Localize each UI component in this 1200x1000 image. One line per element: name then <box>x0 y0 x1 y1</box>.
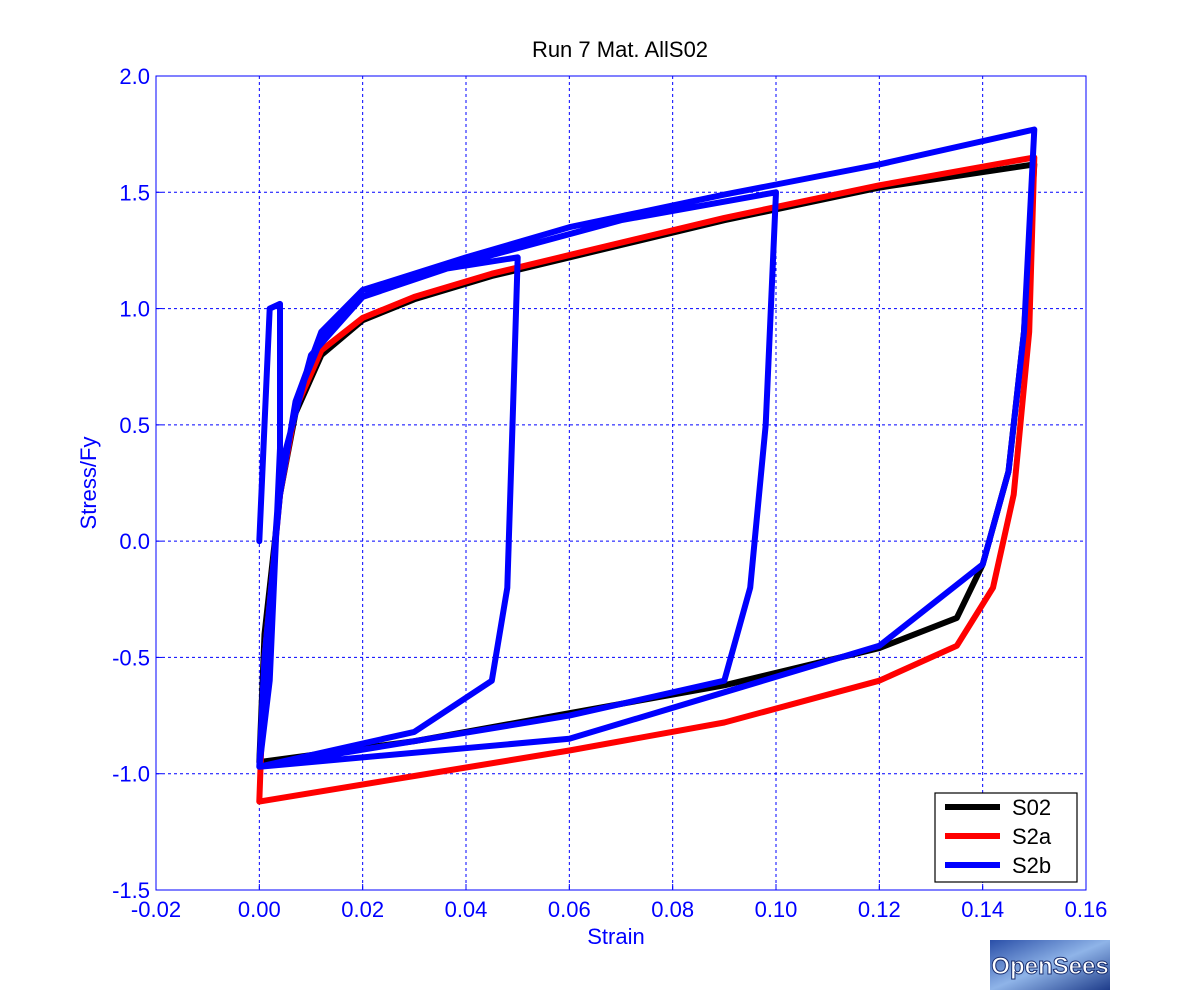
y-ticks: -1.5 -1.0 -0.5 0.0 0.5 1.0 1.5 2.0 <box>112 64 162 903</box>
x-ticks: -0.02 0.00 0.02 0.04 0.06 0.08 0.10 0.12 0.14 0.1… <box>131 884 1107 922</box>
legend-label-s02: S02 <box>1012 795 1051 820</box>
x-tick-label: 0.08 <box>651 897 694 922</box>
y-tick-label: -1.5 <box>112 878 150 903</box>
x-tick-label: 0.06 <box>548 897 591 922</box>
x-tick-label: 0.14 <box>961 897 1004 922</box>
y-tick-label: 0.5 <box>119 413 150 438</box>
y-tick-label: 1.0 <box>119 297 150 322</box>
y-tick-label: -0.5 <box>112 645 150 670</box>
y-tick-label: 1.5 <box>119 180 150 205</box>
x-tick-label: 0.12 <box>858 897 901 922</box>
x-tick-label: 0.02 <box>341 897 384 922</box>
logo-text: OpenSees <box>991 953 1108 980</box>
x-tick-label: 0.16 <box>1065 897 1108 922</box>
opensees-logo: OpenSees <box>990 940 1110 990</box>
x-tick-label: -0.02 <box>131 897 181 922</box>
x-tick-label: 0.00 <box>238 897 281 922</box>
y-tick-label: -1.0 <box>112 762 150 787</box>
chart-title: Run 7 Mat. AllS02 <box>532 37 708 62</box>
y-axis-label: Stress/Fy <box>76 437 101 530</box>
legend-label-s2b: S2b <box>1012 853 1051 878</box>
series-line-s02 <box>256 161 1038 766</box>
plot-frame <box>155 75 1087 891</box>
logo-background <box>990 940 1110 990</box>
series-line-s2a <box>256 154 1038 805</box>
y-tick-label: 2.0 <box>119 64 150 89</box>
legend-label-s2a: S2a <box>1012 824 1052 849</box>
grid <box>156 76 1086 890</box>
series-group <box>256 126 1038 805</box>
x-tick-label: 0.04 <box>445 897 488 922</box>
legend: S02 S2a S2b <box>934 792 1078 883</box>
x-axis-label: Strain <box>587 924 644 949</box>
series-line-s2b <box>256 126 1038 770</box>
y-tick-label: 0.0 <box>119 529 150 554</box>
x-tick-label: 0.10 <box>755 897 798 922</box>
